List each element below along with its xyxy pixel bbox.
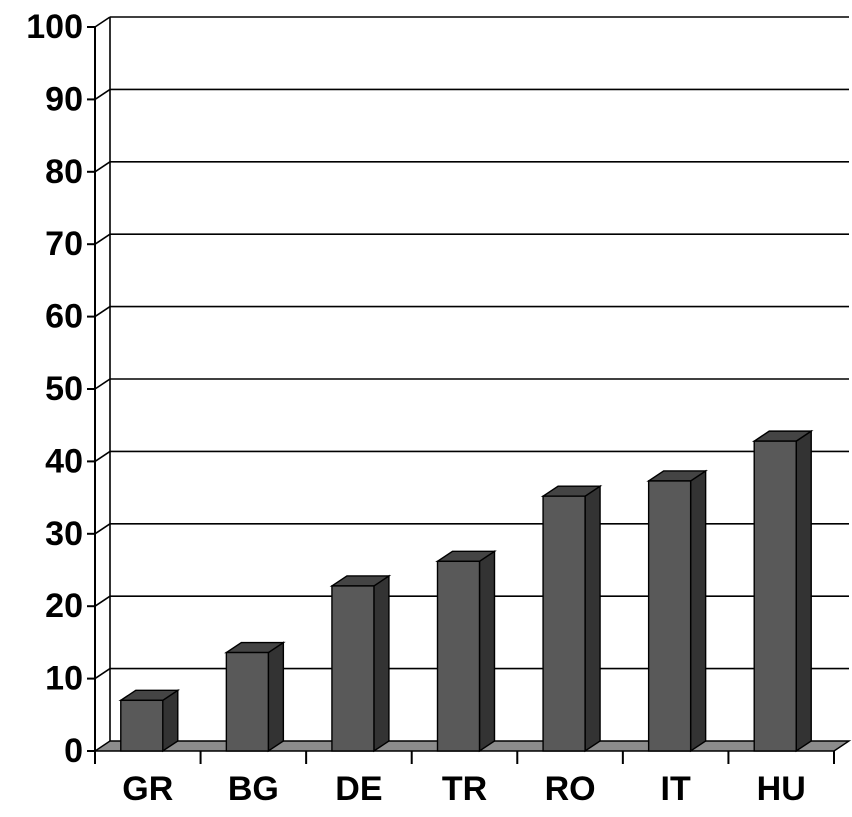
y-tick-label-60: 60 [45, 298, 83, 336]
gridline-connector-10 [94, 667, 111, 680]
axes [87, 26, 835, 764]
bar-side-TR [478, 550, 496, 753]
y-tick-label-100: 100 [26, 8, 83, 46]
x-tick-label-RO: RO [545, 770, 596, 808]
x-tick-label-DE: DE [335, 770, 382, 808]
bars [118, 429, 814, 753]
bar-side-RO [584, 484, 601, 753]
gridline-connector-30 [94, 523, 111, 535]
gridlines [94, 16, 849, 741]
bar-front-BG [225, 651, 270, 752]
bar-front-GR [120, 699, 164, 752]
bar-HU [751, 429, 814, 753]
gridline-connector-80 [94, 161, 111, 173]
bar-front-TR [436, 560, 481, 752]
bar-front-HU [753, 440, 797, 752]
gridline-connector-60 [94, 305, 111, 318]
bar-BG [224, 641, 286, 753]
y-tick-label-40: 40 [45, 442, 83, 480]
bar-side-DE [373, 574, 390, 753]
gridline-connector-50 [94, 378, 111, 390]
y-tick-label-0: 0 [64, 732, 83, 770]
gridline-connector-100 [94, 16, 111, 28]
bar-front-DE [331, 585, 375, 752]
x-tick-label-IT: IT [661, 770, 691, 808]
bar-TR [435, 550, 497, 753]
bar-side-HU [795, 429, 812, 753]
gridline-connector-20 [94, 595, 111, 607]
bar-front-RO [542, 495, 586, 752]
gridline-connector-70 [94, 233, 111, 245]
y-tick-label-90: 90 [45, 80, 83, 118]
y-axis-tick-labels: 0 10 20 30 40 50 60 70 80 90 100 [26, 8, 83, 770]
y-tick-label-80: 80 [45, 153, 83, 191]
x-axis-tick-labels: GR BG DE TR RO IT HU [122, 770, 805, 808]
bar-side-BG [267, 641, 285, 753]
x-tick-label-TR: TR [442, 770, 487, 808]
x-tick-label-HU: HU [757, 770, 806, 808]
x-tick-label-BG: BG [228, 770, 279, 808]
bar-RO [540, 484, 603, 753]
y-tick-label-20: 20 [45, 587, 83, 625]
bar-side-IT [689, 469, 707, 753]
x-tick-label-GR: GR [122, 770, 173, 808]
y-tick-label-50: 50 [45, 370, 83, 408]
bar-GR [118, 689, 181, 753]
bar-front-IT [647, 480, 692, 752]
y-tick-label-30: 30 [45, 515, 83, 553]
gridline-connector-90 [94, 88, 111, 101]
bar-IT [646, 469, 708, 753]
gridline-connector-40 [94, 450, 111, 463]
bar-DE [329, 574, 392, 753]
y-tick-label-10: 10 [45, 660, 83, 698]
y-tick-label-70: 70 [45, 225, 83, 263]
